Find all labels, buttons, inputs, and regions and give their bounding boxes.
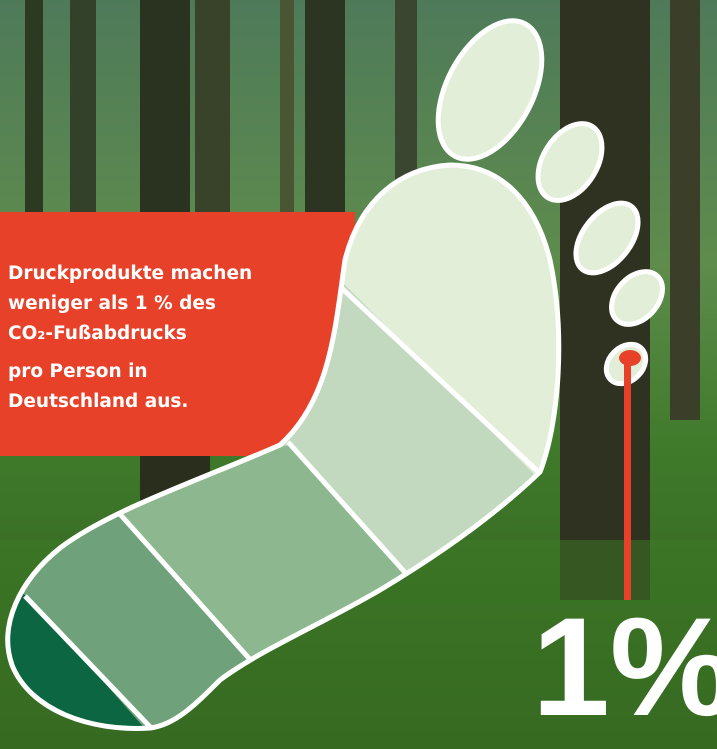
message-line: CO₂-Fußabdrucks [8, 323, 187, 344]
message-line: weniger als 1 % des [8, 293, 216, 314]
highlight-value: 1% [532, 588, 717, 745]
message-line: Deutschland aus. [8, 391, 188, 412]
message-line: Druckprodukte machen [8, 263, 252, 284]
message-line: pro Person in [8, 361, 148, 382]
infographic: Druckprodukte machen weniger als 1 % des… [0, 0, 717, 749]
